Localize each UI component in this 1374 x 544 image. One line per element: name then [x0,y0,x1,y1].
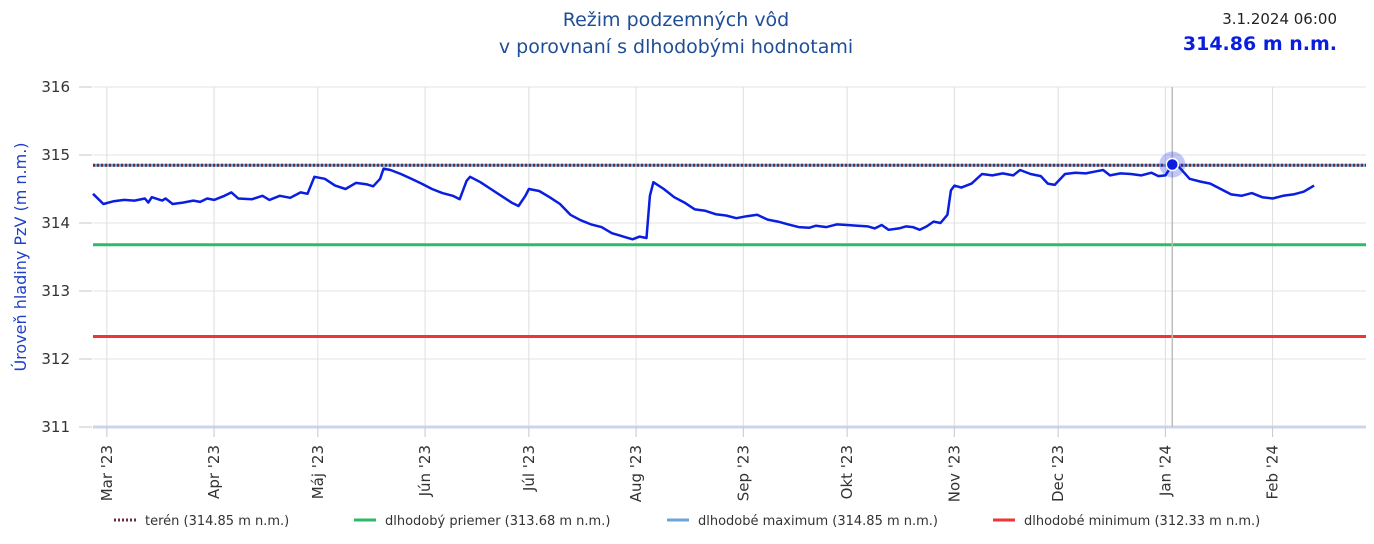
x-tick-label: Dec '23 [1049,445,1067,502]
current-timestamp: 3.1.2024 06:00 [1222,10,1337,28]
x-tick-label: Nov '23 [945,445,963,502]
series-line [92,163,1315,241]
x-tick-label: Sep '23 [734,445,752,501]
highlight-point [1165,157,1180,172]
y-tick-label: 316 [41,78,70,96]
x-tick-label: Mar '23 [98,445,116,501]
x-tick-label: Feb '24 [1264,445,1282,500]
x-tick-label: Apr '23 [205,445,223,499]
grid-lines [93,86,1366,429]
legend: terén (314.85 m n.m.) dlhodobý priemer (3… [114,514,1260,529]
y-axis-ticks: 311 312 313 314 315 316 [41,78,92,436]
x-axis-ticks: Mar '23 Apr '23 Máj '23 Jún '23 Júl '23 Aug '… [98,427,1282,502]
legend-label: terén (314.85 m n.m.) [145,514,289,529]
x-tick-label: Aug '23 [627,445,645,502]
x-tick-label: Jún '23 [416,445,434,497]
y-tick-label: 314 [41,214,70,232]
y-tick-label: 312 [41,350,70,368]
chart-title-line2: v porovnaní s dlhodobými hodnotami [499,36,853,58]
x-tick-label: Jan '24 [1156,445,1174,497]
x-tick-label: Máj '23 [309,445,327,499]
y-tick-label: 313 [41,282,70,300]
current-value: 314.86 m n.m. [1183,33,1337,55]
y-tick-label: 315 [41,146,70,164]
legend-label: dlhodobé minimum (312.33 m n.m.) [1024,514,1260,529]
chart-title-line1: Režim podzemných vôd [563,9,790,31]
highlight-group [1159,87,1186,427]
series-group [92,163,1315,241]
reference-lines [93,163,1366,339]
y-tick-label: 311 [41,418,70,436]
x-tick-label: Okt '23 [838,445,856,499]
legend-label: dlhodobé maximum (314.85 m n.m.) [698,514,938,529]
y-axis-label: Úroveň hladiny PzV (m n.m.) [11,142,30,371]
x-tick-label: Júl '23 [520,445,538,492]
legend-label: dlhodobý priemer (313.68 m n.m.) [385,514,610,529]
